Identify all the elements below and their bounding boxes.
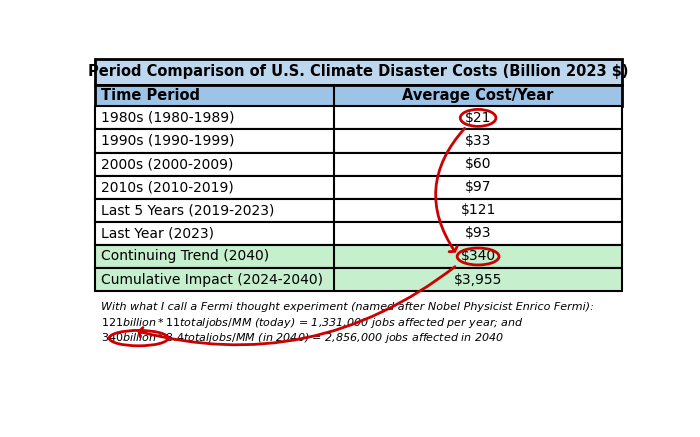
Text: Cumulative Impact (2024-2040): Cumulative Impact (2024-2040) xyxy=(101,273,323,287)
Bar xyxy=(95,106,622,129)
Text: $97: $97 xyxy=(465,180,491,194)
Bar xyxy=(95,85,622,106)
Text: 1990s (1990-1999): 1990s (1990-1999) xyxy=(101,134,234,148)
Text: $21: $21 xyxy=(465,111,491,125)
Bar xyxy=(95,222,622,245)
Bar xyxy=(95,59,622,85)
Text: $33: $33 xyxy=(465,134,491,148)
Text: $121: $121 xyxy=(461,203,496,217)
Bar xyxy=(95,245,622,268)
Text: Last Year (2023): Last Year (2023) xyxy=(101,226,214,240)
Bar xyxy=(95,153,622,176)
Text: $340: $340 xyxy=(461,250,496,264)
Text: Continuing Trend (2040): Continuing Trend (2040) xyxy=(101,250,269,264)
Text: 2000s (2000-2009): 2000s (2000-2009) xyxy=(101,157,233,171)
Text: Time Period: Time Period xyxy=(101,88,200,103)
Text: 2010s (2010-2019): 2010s (2010-2019) xyxy=(101,180,233,194)
Text: $121 billion * 11 total jobs/$MM (today) = 1,331,000 jobs affected per year; and: $121 billion * 11 total jobs/$MM (today)… xyxy=(102,316,524,330)
Text: 1980s (1980-1989): 1980s (1980-1989) xyxy=(101,111,234,125)
Bar xyxy=(95,129,622,153)
Text: $93: $93 xyxy=(465,226,491,240)
Text: $340 billion * 8.4 total jobs/$MM (in 2040) = 2,856,000 jobs affected in 2040: $340 billion * 8.4 total jobs/$MM (in 20… xyxy=(102,331,505,345)
Text: Last 5 Years (2019-2023): Last 5 Years (2019-2023) xyxy=(101,203,274,217)
Bar xyxy=(95,176,622,199)
Text: $3,955: $3,955 xyxy=(454,273,503,287)
Text: With what I call a Fermi thought experiment (named after Nobel Physicist Enrico : With what I call a Fermi thought experim… xyxy=(102,302,594,312)
Bar xyxy=(95,199,622,222)
Text: Average Cost/Year: Average Cost/Year xyxy=(402,88,554,103)
Text: $60: $60 xyxy=(465,157,491,171)
Text: Period Comparison of U.S. Climate Disaster Costs (Billion 2023 $): Period Comparison of U.S. Climate Disast… xyxy=(88,64,629,79)
Bar xyxy=(95,268,622,291)
